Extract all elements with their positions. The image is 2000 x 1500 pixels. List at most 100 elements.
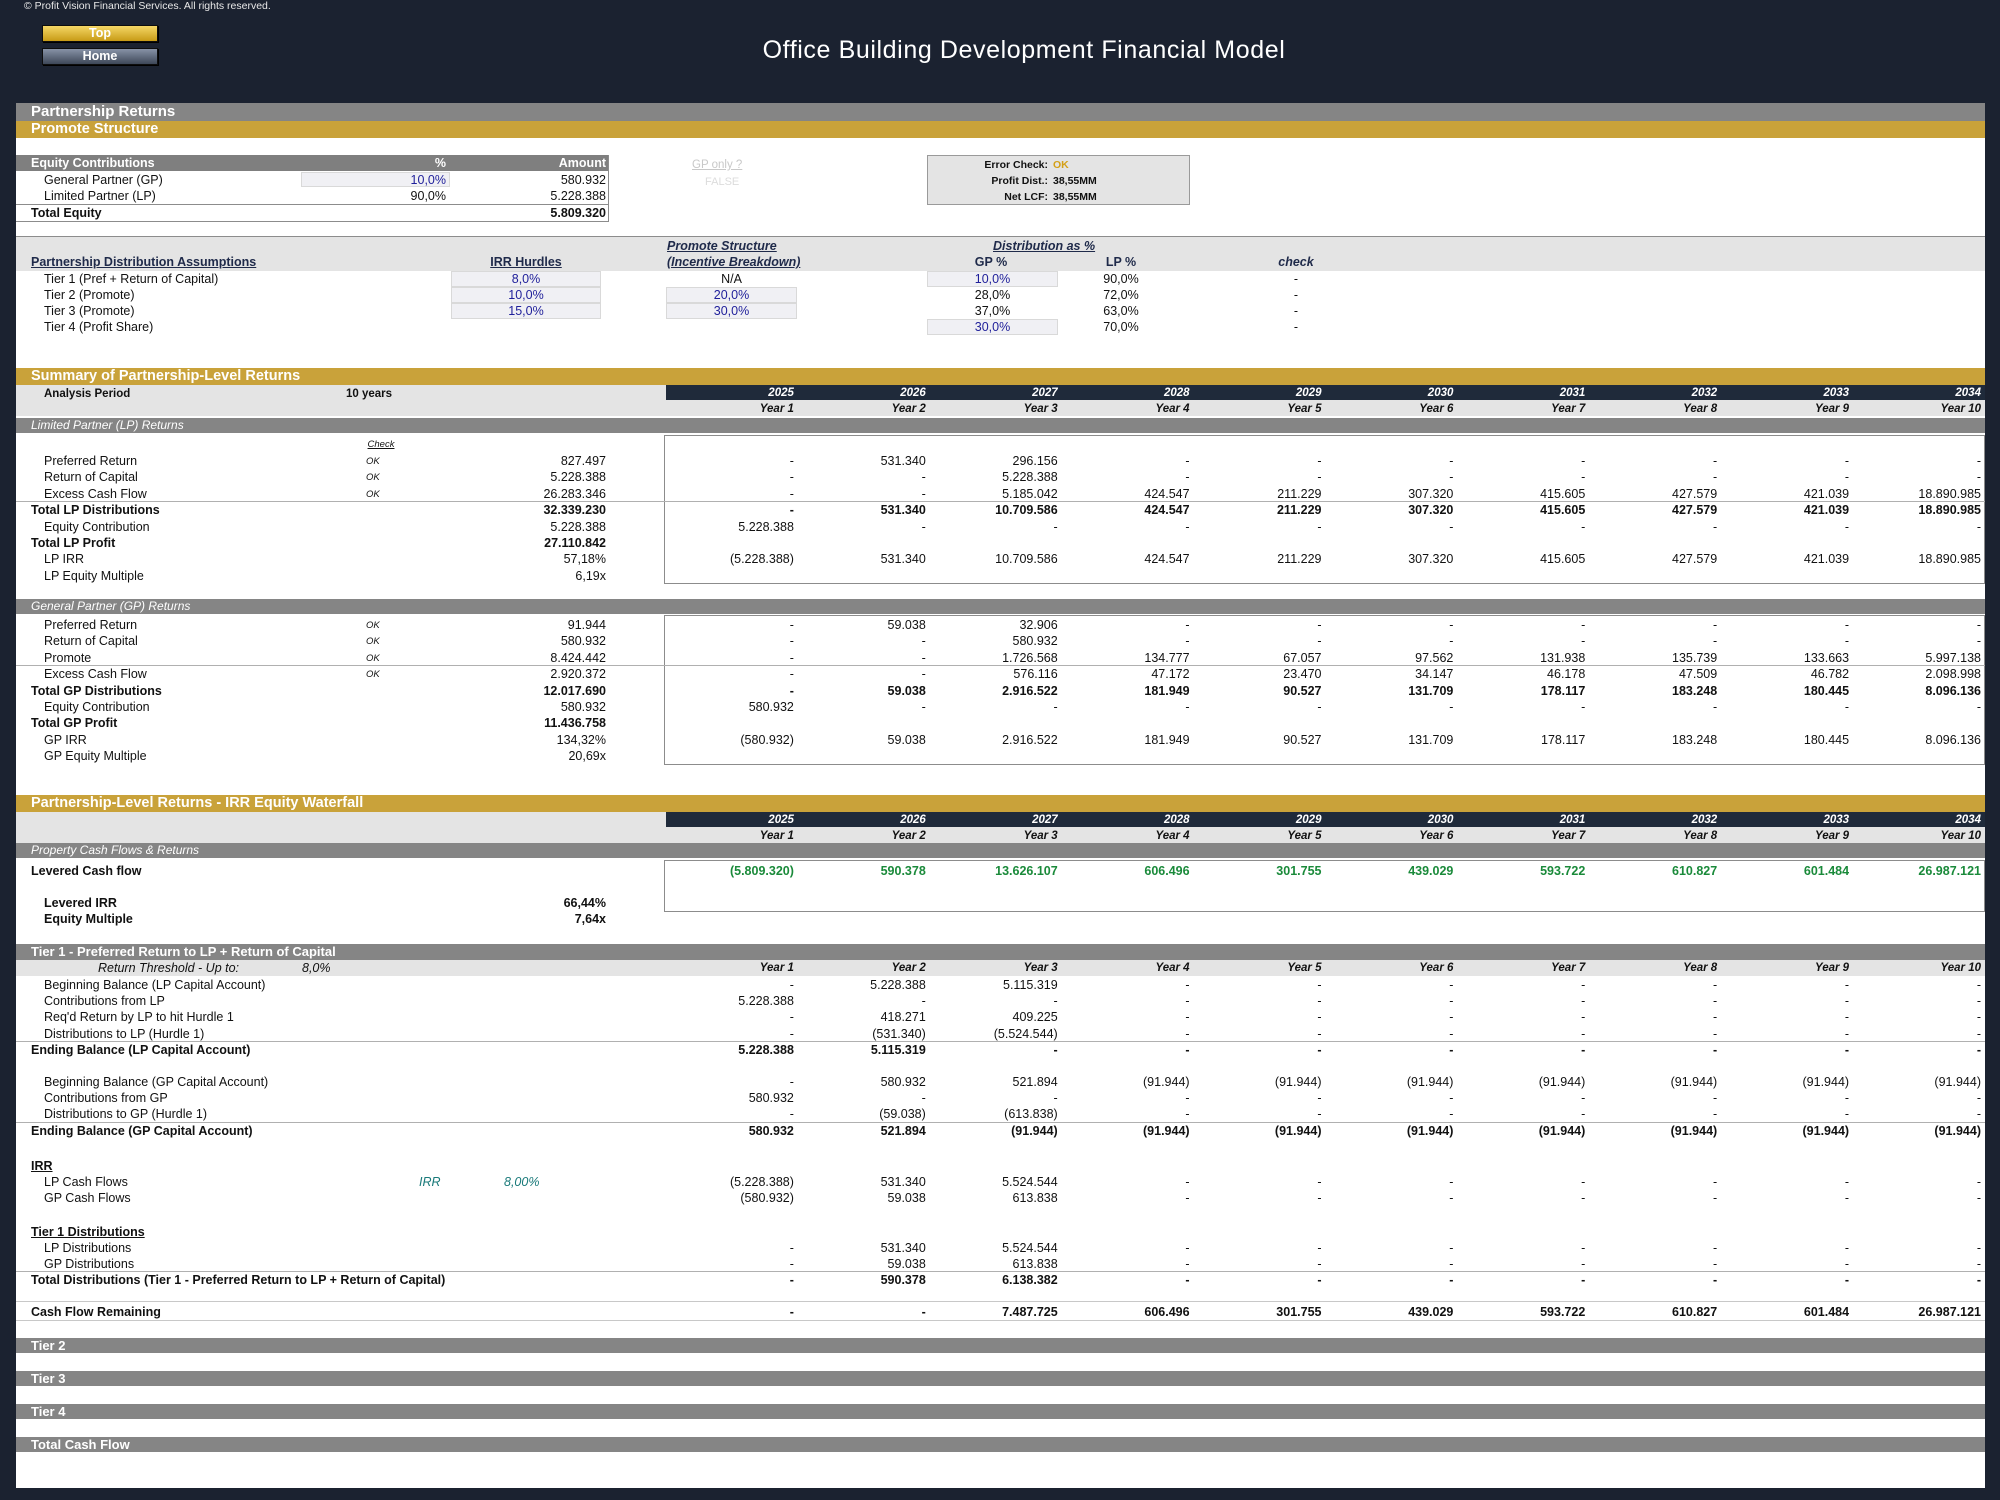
tier1-row-y10: - (1976, 1043, 1981, 1057)
lp-row-y6: 307.320 (1408, 486, 1454, 501)
irr-hurdle-input-box[interactable] (451, 287, 601, 303)
gp-row-y5: 90.527 (1283, 732, 1322, 747)
tier1-row-y10: - (1976, 1091, 1981, 1105)
gp-row-y3: 32.906 (1019, 618, 1058, 632)
tier1-row-y2: 521.894 (880, 1124, 926, 1138)
gp-row-total: 580.932 (560, 700, 606, 714)
irr-row-y4: - (1185, 1175, 1190, 1189)
irr-row-y1: (5.228.388) (729, 1175, 794, 1189)
promote-value[interactable]: 30,0% (713, 304, 750, 318)
gp-row-total: 580.932 (560, 634, 606, 649)
tier1-distribution-row-y6: - (1449, 1241, 1454, 1255)
lp-row-total: 57,18% (563, 552, 606, 567)
lp-row-y2: 531.340 (880, 503, 926, 518)
irr-hurdle-value[interactable]: 15,0% (508, 304, 544, 318)
irr-hurdle-input-box[interactable] (451, 271, 601, 287)
gp-pct-input-box[interactable] (301, 172, 450, 187)
gp-row-y10: - (1976, 618, 1981, 632)
lp-row-y9: 421.039 (1803, 552, 1850, 567)
check-label: Check (367, 439, 395, 450)
home-button[interactable]: Home (42, 48, 158, 65)
tier1-row-y7: - (1581, 1091, 1586, 1105)
gp-row-check: OK (366, 620, 380, 631)
tier1-row-y9: - (1844, 1107, 1850, 1121)
tier1-row-y5: - (1317, 1107, 1322, 1121)
lp-row-y2: 531.340 (880, 552, 926, 567)
total-cash-flow-bar[interactable]: Total Cash Flow (16, 1437, 1985, 1452)
waterfall-year-label-2: Year 2 (891, 830, 926, 842)
tier1-row-y7: (91.944) (1538, 1124, 1586, 1138)
irr-hurdle-input-box[interactable] (451, 303, 601, 319)
assumptions-top-line (16, 236, 1985, 237)
tier1-distribution-row-y5: - (1317, 1241, 1322, 1255)
lp-pct-value: 63,0% (1103, 304, 1139, 318)
tier1-row-y1: - (789, 1107, 794, 1121)
tier4-bar[interactable]: Tier 4 (16, 1404, 1985, 1419)
tier1-row-y1: 5.228.388 (738, 994, 794, 1008)
check-value: - (1293, 288, 1299, 302)
equity-border (608, 155, 609, 222)
waterfall-year-label-5: Year 5 (1287, 830, 1322, 842)
irr-hurdle-value[interactable]: 10,0% (508, 288, 544, 302)
gp-pct-value[interactable]: 10,0% (974, 272, 1011, 286)
tier1-row-y7: - (1581, 994, 1586, 1008)
tier1-row-y3: (5.524.544) (993, 1027, 1058, 1041)
tier1-row-y3: (613.838) (1004, 1107, 1058, 1121)
cash-flow-remaining-y7: 593.722 (1540, 1305, 1586, 1319)
cash-flow-remaining-y6: 439.029 (1408, 1305, 1454, 1319)
top-button[interactable]: Top (42, 25, 158, 42)
promote-input-box[interactable] (666, 287, 797, 303)
lp-row-total: 26.283.346 (543, 486, 606, 501)
gp-pct-input-box[interactable] (927, 319, 1058, 335)
promote-value[interactable]: 20,0% (713, 288, 750, 302)
lp-row-y8: - (1713, 470, 1718, 485)
lp-row-y8: 427.579 (1672, 503, 1718, 518)
tier1-row-label: Beginning Balance (GP Capital Account) (44, 1075, 269, 1089)
gp-row-y3: 2.916.522 (1002, 683, 1058, 698)
gp-row-y9: - (1844, 618, 1850, 632)
tier1-distribution-row-y2: 59.038 (887, 1257, 926, 1271)
lp-row-y4: 424.547 (1144, 503, 1190, 518)
lp-row-total: 27.110.842 (544, 536, 606, 550)
tier1-row-y4: - (1185, 978, 1190, 992)
lp-row-y1: (5.228.388) (729, 552, 794, 567)
summary-year-1: 2025 (768, 387, 794, 399)
equity-row-pct[interactable]: 10,0% (410, 173, 446, 187)
tier1-distribution-label: GP Distributions (44, 1257, 135, 1271)
assumptions-header-bg (16, 236, 1985, 271)
gp-row-y3: 576.116 (1013, 667, 1058, 682)
tier1-year-label-9: Year 9 (1814, 962, 1850, 974)
lp-row-y8: - (1713, 454, 1718, 468)
gp-row-check: OK (366, 652, 380, 664)
tier1-row-y3: 409.225 (1012, 1010, 1058, 1024)
tier3-bar[interactable]: Tier 3 (16, 1371, 1985, 1386)
row-divider (16, 665, 1985, 666)
gp-row-y8: 183.248 (1672, 732, 1718, 747)
summary-year-10: 2034 (1955, 387, 1981, 399)
gp-row-y5: 23.470 (1283, 667, 1322, 682)
irr-hurdle-value[interactable]: 8,0% (511, 272, 541, 286)
gp-row-check: OK (366, 669, 380, 681)
tier1-row-y6: - (1449, 978, 1454, 992)
waterfall-year-2: 2026 (900, 814, 926, 826)
tier1-distribution-row-y6: - (1449, 1257, 1454, 1271)
gp-row-y8: - (1713, 618, 1718, 632)
tier1-row-y8: - (1713, 994, 1718, 1008)
gp-pct-value[interactable]: 30,0% (974, 320, 1011, 334)
waterfall-year-4: 2028 (1163, 814, 1190, 826)
summary-year-label-2: Year 2 (891, 403, 926, 415)
gp-only-value[interactable]: FALSE (705, 176, 740, 188)
tier1-row-y5: (91.944) (1274, 1075, 1322, 1089)
summary-year-label-6: Year 6 (1419, 403, 1454, 415)
lp-row-label: LP IRR (44, 552, 85, 567)
lp-row-y9: - (1844, 470, 1850, 485)
gp-row-y7: 178.117 (1540, 683, 1586, 698)
promote-input-box[interactable] (666, 303, 797, 319)
tier2-bar[interactable]: Tier 2 (16, 1338, 1985, 1353)
gp-row-label: Preferred Return (44, 618, 138, 632)
gp-pct-input-box[interactable] (927, 271, 1058, 287)
levered-cash-flow-y2: 590.378 (880, 864, 926, 878)
lp-row-y9: 421.039 (1803, 486, 1850, 501)
cash-flow-remaining-y10: 26.987.121 (1918, 1305, 1981, 1319)
lp-pct-value: 70,0% (1103, 320, 1139, 334)
